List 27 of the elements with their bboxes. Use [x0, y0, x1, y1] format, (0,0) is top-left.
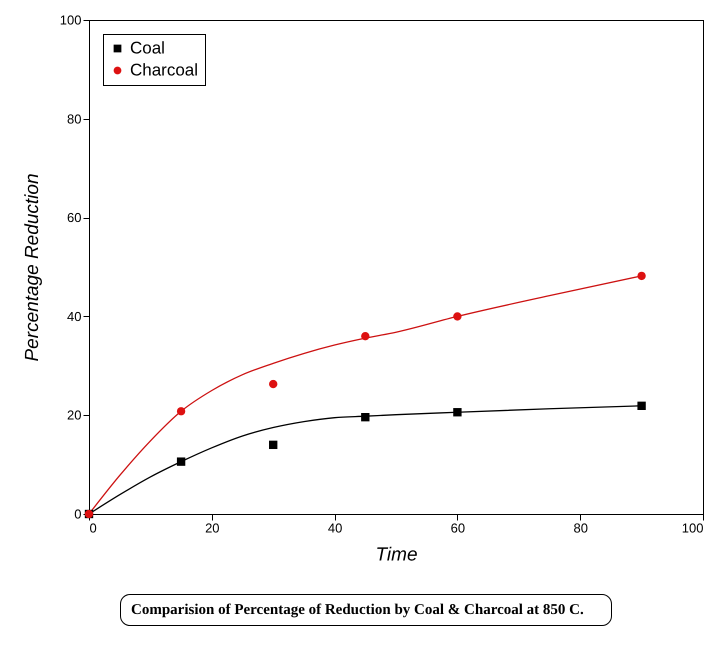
- y-tick-label: 60: [67, 210, 82, 226]
- x-tick-label: 40: [328, 520, 342, 536]
- point: [453, 312, 462, 321]
- x-tick-label: 60: [450, 520, 466, 536]
- point: [269, 380, 278, 388]
- y-tick-label: 0: [74, 506, 82, 522]
- y-axis-title: Percentage Reduction: [22, 173, 43, 362]
- text: Comparision of Percentage of Reduction by Coal & Charcoal at 850 C.: [120, 594, 612, 626]
- y-tick-label: 80: [67, 111, 82, 126]
- point: [269, 440, 278, 450]
- point: [637, 402, 646, 410]
- legend-label: Charcoal: [130, 60, 198, 80]
- x-tick-label: 20: [205, 520, 220, 536]
- point: [361, 332, 370, 340]
- point: [176, 457, 186, 466]
- y-tick-label: 20: [67, 408, 82, 423]
- point: [453, 408, 462, 416]
- x-tick-label: 0: [90, 520, 97, 536]
- point: [361, 412, 370, 422]
- legend-label: Coal: [130, 38, 165, 58]
- point: [176, 407, 186, 416]
- y-tick-label: 100: [60, 12, 82, 28]
- x-axis-title: Time: [375, 544, 418, 566]
- y-tick-label: 40: [67, 308, 82, 324]
- x-tick-label: 100: [682, 520, 704, 536]
- x-tick-label: 80: [573, 520, 588, 536]
- point: [637, 272, 646, 280]
